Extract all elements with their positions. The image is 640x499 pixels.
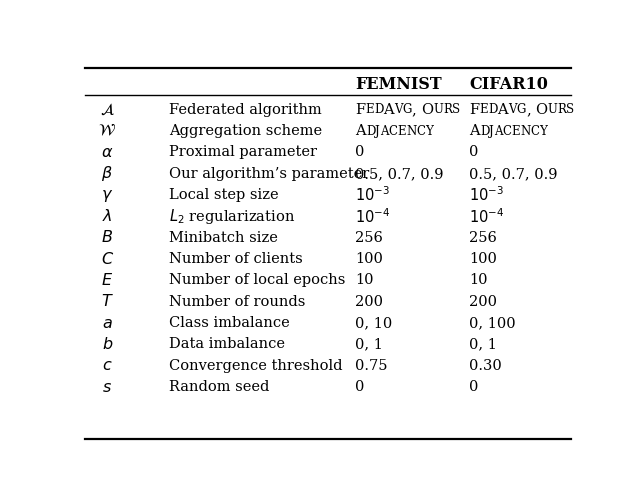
Text: CIFAR10: CIFAR10 (469, 76, 548, 93)
Text: FEMNIST: FEMNIST (355, 76, 442, 93)
Text: 0.30: 0.30 (469, 359, 502, 373)
Text: $\alpha$: $\alpha$ (101, 144, 113, 161)
Text: A: A (494, 125, 502, 138)
Text: V: V (394, 103, 403, 116)
Text: D: D (374, 103, 383, 116)
Text: $\mathcal{W}$: $\mathcal{W}$ (99, 123, 116, 140)
Text: $\gamma$: $\gamma$ (101, 187, 113, 204)
Text: E: E (397, 125, 406, 138)
Text: E: E (479, 103, 488, 116)
Text: $b$: $b$ (102, 336, 113, 353)
Text: 0.5, 0.7, 0.9: 0.5, 0.7, 0.9 (355, 167, 444, 181)
Text: G: G (403, 103, 412, 116)
Text: E: E (365, 103, 374, 116)
Text: 0: 0 (469, 146, 479, 160)
Text: D: D (366, 125, 375, 138)
Text: Our algorithm’s parameter: Our algorithm’s parameter (169, 167, 369, 181)
Text: Proximal parameter: Proximal parameter (169, 146, 317, 160)
Text: 0: 0 (469, 380, 479, 394)
Text: $10^{-3}$: $10^{-3}$ (355, 186, 390, 205)
Text: N: N (520, 125, 531, 138)
Text: $\mathcal{A}$: $\mathcal{A}$ (100, 101, 115, 118)
Text: $\beta$: $\beta$ (101, 164, 113, 183)
Text: E: E (511, 125, 520, 138)
Text: $B$: $B$ (101, 229, 113, 247)
Text: O: O (421, 103, 433, 117)
Text: A: A (497, 103, 508, 117)
Text: ,: , (526, 103, 531, 117)
Text: $C$: $C$ (100, 250, 114, 267)
Text: C: C (531, 125, 540, 138)
Text: Local step size: Local step size (169, 188, 279, 202)
Text: Y: Y (540, 125, 547, 138)
Text: D: D (480, 125, 490, 138)
Text: ,: , (412, 103, 417, 117)
Text: $10^{-4}$: $10^{-4}$ (469, 207, 504, 226)
Text: Random seed: Random seed (169, 380, 269, 394)
Text: U: U (547, 103, 557, 116)
Text: R: R (557, 103, 566, 116)
Text: $s$: $s$ (102, 379, 112, 396)
Text: Data imbalance: Data imbalance (169, 337, 285, 351)
Text: A: A (383, 103, 394, 117)
Text: A: A (469, 124, 480, 138)
Text: O: O (535, 103, 547, 117)
Text: G: G (516, 103, 526, 116)
Text: A: A (355, 124, 366, 138)
Text: $10^{-3}$: $10^{-3}$ (469, 186, 504, 205)
Text: S: S (452, 103, 460, 116)
Text: 0: 0 (355, 146, 365, 160)
Text: 10: 10 (469, 273, 488, 287)
Text: U: U (433, 103, 444, 116)
Text: $T$: $T$ (101, 293, 114, 310)
Text: Federated algorithm: Federated algorithm (169, 103, 322, 117)
Text: 10: 10 (355, 273, 374, 287)
Text: 0, 100: 0, 100 (469, 316, 516, 330)
Text: J: J (490, 125, 494, 138)
Text: 0, 1: 0, 1 (469, 337, 497, 351)
Text: F: F (355, 103, 365, 117)
Text: V: V (508, 103, 516, 116)
Text: S: S (566, 103, 574, 116)
Text: 256: 256 (469, 231, 497, 245)
Text: Number of rounds: Number of rounds (169, 295, 306, 309)
Text: D: D (488, 103, 497, 116)
Text: Y: Y (426, 125, 433, 138)
Text: 256: 256 (355, 231, 383, 245)
Text: Aggregation scheme: Aggregation scheme (169, 124, 323, 138)
Text: C: C (388, 125, 397, 138)
Text: C: C (502, 125, 511, 138)
Text: Number of local epochs: Number of local epochs (169, 273, 346, 287)
Text: 100: 100 (355, 252, 383, 266)
Text: C: C (417, 125, 426, 138)
Text: 0.5, 0.7, 0.9: 0.5, 0.7, 0.9 (469, 167, 558, 181)
Text: $L_2$ regularization: $L_2$ regularization (169, 207, 296, 226)
Text: Number of clients: Number of clients (169, 252, 303, 266)
Text: R: R (444, 103, 452, 116)
Text: $\lambda$: $\lambda$ (102, 208, 113, 225)
Text: 200: 200 (355, 295, 383, 309)
Text: 0, 10: 0, 10 (355, 316, 392, 330)
Text: 200: 200 (469, 295, 497, 309)
Text: J: J (375, 125, 380, 138)
Text: N: N (406, 125, 417, 138)
Text: A: A (380, 125, 388, 138)
Text: 100: 100 (469, 252, 497, 266)
Text: $10^{-4}$: $10^{-4}$ (355, 207, 390, 226)
Text: 0.75: 0.75 (355, 359, 388, 373)
Text: $c$: $c$ (102, 357, 113, 374)
Text: $a$: $a$ (102, 314, 113, 331)
Text: Convergence threshold: Convergence threshold (169, 359, 343, 373)
Text: 0, 1: 0, 1 (355, 337, 383, 351)
Text: $E$: $E$ (101, 272, 113, 289)
Text: 0: 0 (355, 380, 365, 394)
Text: Class imbalance: Class imbalance (169, 316, 290, 330)
Text: F: F (469, 103, 479, 117)
Text: Minibatch size: Minibatch size (169, 231, 278, 245)
